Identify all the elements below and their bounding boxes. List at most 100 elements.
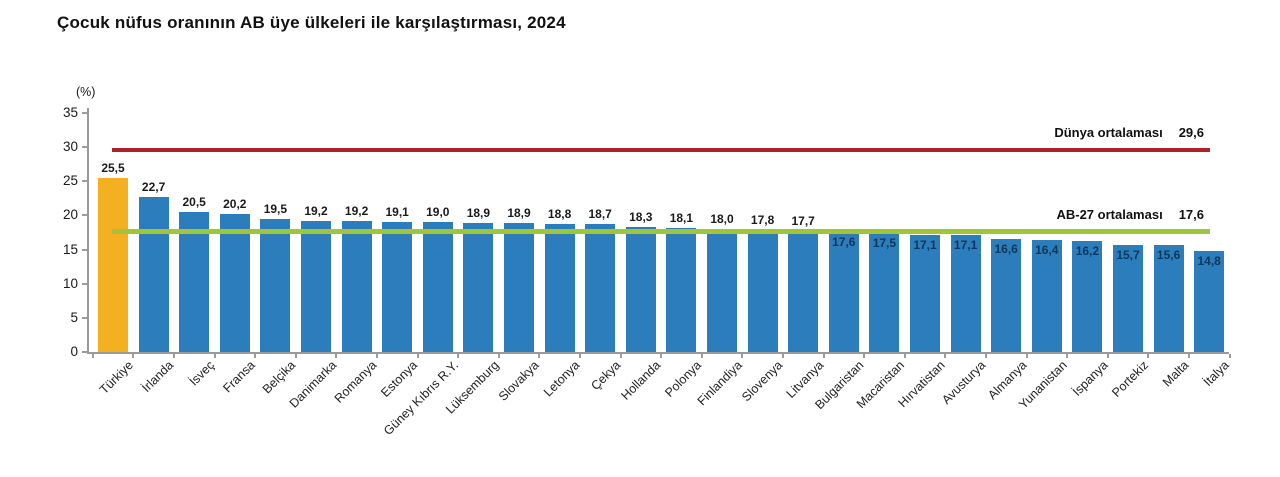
x-axis-tick	[903, 354, 906, 358]
bar	[341, 220, 372, 352]
y-axis-tick	[82, 248, 87, 251]
y-axis-tick	[82, 351, 87, 353]
x-axis-tick	[213, 354, 216, 358]
eu27-average-label: AB-27 ortalaması 17,6	[1056, 207, 1204, 222]
x-axis-tick	[375, 354, 378, 358]
x-axis-tick-label: Slovakya	[496, 358, 542, 404]
x-axis-tick	[944, 354, 947, 358]
bar-value-label: 18,7	[588, 207, 612, 222]
world-average-line	[112, 147, 1210, 152]
bar-value-label: 17,7	[791, 214, 815, 229]
bar-value-label: 14,8	[1197, 253, 1221, 268]
bar	[788, 231, 819, 352]
ref-line-value: 17,6	[1178, 206, 1204, 222]
bar-value-label: 19,2	[344, 203, 369, 218]
x-axis-tick-label: Malta	[1159, 358, 1192, 390]
x-axis-tick-label: İrlanda	[139, 358, 177, 395]
y-axis-tick	[82, 214, 87, 217]
x-axis-tick-label: Fransa	[220, 358, 258, 396]
y-axis-tick	[82, 180, 87, 183]
bar-value-label: 15,6	[1156, 248, 1181, 263]
bar-value-label: 18,1	[669, 211, 694, 226]
y-axis-tick-label: 5	[70, 309, 78, 325]
x-axis-tick-label: İspanya	[1069, 358, 1111, 399]
y-axis-tick-label: 30	[62, 139, 78, 155]
y-axis-line	[87, 108, 89, 354]
x-axis-tick	[172, 354, 175, 358]
bar	[422, 222, 453, 352]
bar-value-label: 16,6	[994, 241, 1018, 256]
ref-line-name: Dünya ortalaması	[1054, 124, 1163, 140]
bar	[666, 228, 697, 352]
bar	[544, 223, 575, 352]
x-axis-tick	[254, 354, 257, 358]
bar	[1072, 241, 1103, 352]
bar-value-label: 19,1	[385, 204, 409, 219]
x-axis-tick	[1106, 354, 1109, 358]
bar-value-label: 18,3	[629, 210, 653, 225]
bar-value-label: 18,0	[710, 212, 734, 227]
y-axis-tick-label: 10	[62, 275, 78, 291]
y-axis-tick-label: 0	[70, 344, 78, 359]
x-axis-tick-label: Güney Kıbrıs R.Y.	[380, 358, 461, 438]
x-axis-tick-label: Slovenya	[739, 358, 786, 405]
bar	[463, 222, 494, 352]
y-axis-tick-label: 25	[62, 173, 78, 189]
x-axis-tick	[335, 354, 338, 358]
y-axis-tick-label: 15	[62, 241, 78, 257]
chart-title: Çocuk nüfus oranının AB üye ülkeleri ile…	[57, 13, 566, 32]
x-axis-tick-label: Avusturya	[939, 358, 989, 408]
x-axis-tick	[781, 354, 784, 358]
x-axis-tick	[1187, 354, 1190, 358]
y-axis-tick	[82, 282, 87, 285]
bar	[625, 227, 656, 352]
bar-value-label: 18,9	[466, 205, 491, 220]
bar-value-label: 17,1	[953, 238, 978, 253]
world-average-label: Dünya ortalaması 29,6	[1054, 125, 1204, 140]
x-axis-tick-label: Belçika	[259, 358, 299, 397]
bar-value-label: 17,1	[913, 238, 937, 253]
y-axis-tick-label: 20	[62, 207, 78, 223]
x-axis-tick	[416, 354, 419, 358]
x-axis-tick	[863, 354, 866, 358]
x-axis-tick	[741, 354, 744, 358]
x-axis-tick	[538, 354, 541, 358]
bar	[1194, 250, 1225, 352]
bar-value-label: 20,5	[182, 195, 206, 209]
x-axis-tick	[1228, 354, 1231, 358]
x-axis-tick-label: Hollanda	[618, 358, 664, 403]
y-axis-tick-label: 35	[62, 105, 78, 120]
bar	[504, 222, 534, 352]
bar-value-label: 15,7	[1116, 247, 1140, 262]
bar	[301, 220, 331, 352]
x-axis-tick	[497, 354, 500, 358]
bar	[707, 229, 737, 352]
bar	[828, 231, 859, 352]
bar	[98, 177, 128, 352]
bar	[382, 221, 413, 352]
x-axis-tick-label: İsveç	[186, 358, 218, 389]
x-axis-tick	[294, 354, 297, 358]
bar	[1153, 245, 1184, 352]
bar-value-label: 19,5	[263, 201, 288, 216]
bar-value-label: 16,2	[1075, 244, 1100, 259]
x-axis-tick	[700, 354, 703, 358]
y-axis-tick	[82, 112, 87, 114]
x-axis-tick	[822, 354, 825, 358]
x-axis-tick	[1025, 354, 1028, 358]
bar	[747, 230, 778, 352]
x-axis-tick	[660, 354, 663, 358]
bar-value-label: 22,7	[141, 179, 166, 194]
x-axis-line	[87, 352, 1229, 354]
x-axis-tick	[1147, 354, 1150, 358]
bar-value-label: 20,2	[223, 197, 247, 212]
x-axis-tick-label: İtalya	[1201, 358, 1233, 390]
bar	[991, 238, 1022, 352]
bar-value-label: 19,2	[304, 203, 328, 218]
x-axis-tick-label: Çekya	[588, 358, 624, 393]
x-axis-tick	[619, 354, 622, 358]
x-axis-tick-label: Romanya	[331, 358, 380, 406]
bar-value-label: 25,5	[101, 160, 125, 175]
bar-value-label: 17,6	[832, 234, 856, 249]
bar	[585, 224, 616, 352]
